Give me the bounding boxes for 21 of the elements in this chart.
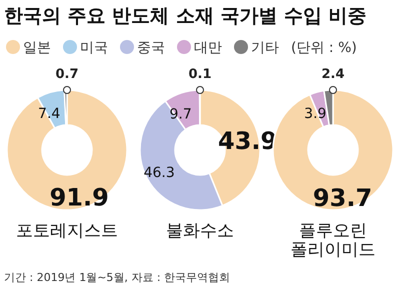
data-label: 91.9: [50, 183, 109, 212]
text: 포토레지스트: [16, 221, 118, 241]
data-label: 7.4: [38, 106, 60, 122]
data-label: 0.7: [55, 67, 79, 82]
legend-label: 미국: [80, 40, 108, 56]
text: (단위 : %): [291, 40, 357, 56]
text: 기간 : 2019년 1월~5월, 자료 : 한국무역협회: [4, 271, 230, 284]
data-label: 43.9: [218, 127, 278, 156]
data-label: 93.7: [312, 184, 372, 212]
data-label: 2.4: [321, 67, 345, 82]
legend-label: 중국: [137, 40, 165, 56]
chart-title: 한국의 주요 반도체 소재 국가별 수입 비중: [4, 5, 367, 27]
text: 불화수소: [166, 221, 234, 241]
text: 플루오린 폴리이미드: [290, 221, 376, 260]
data-label: 3.9: [304, 106, 326, 122]
data-label: 9.7: [170, 106, 192, 123]
legend-label: 기타: [251, 40, 279, 56]
legend-label: 대만: [194, 40, 222, 56]
data-label: 46.3: [144, 165, 175, 182]
legend-label: 일본: [23, 40, 51, 56]
data-label: 0.1: [188, 67, 212, 82]
